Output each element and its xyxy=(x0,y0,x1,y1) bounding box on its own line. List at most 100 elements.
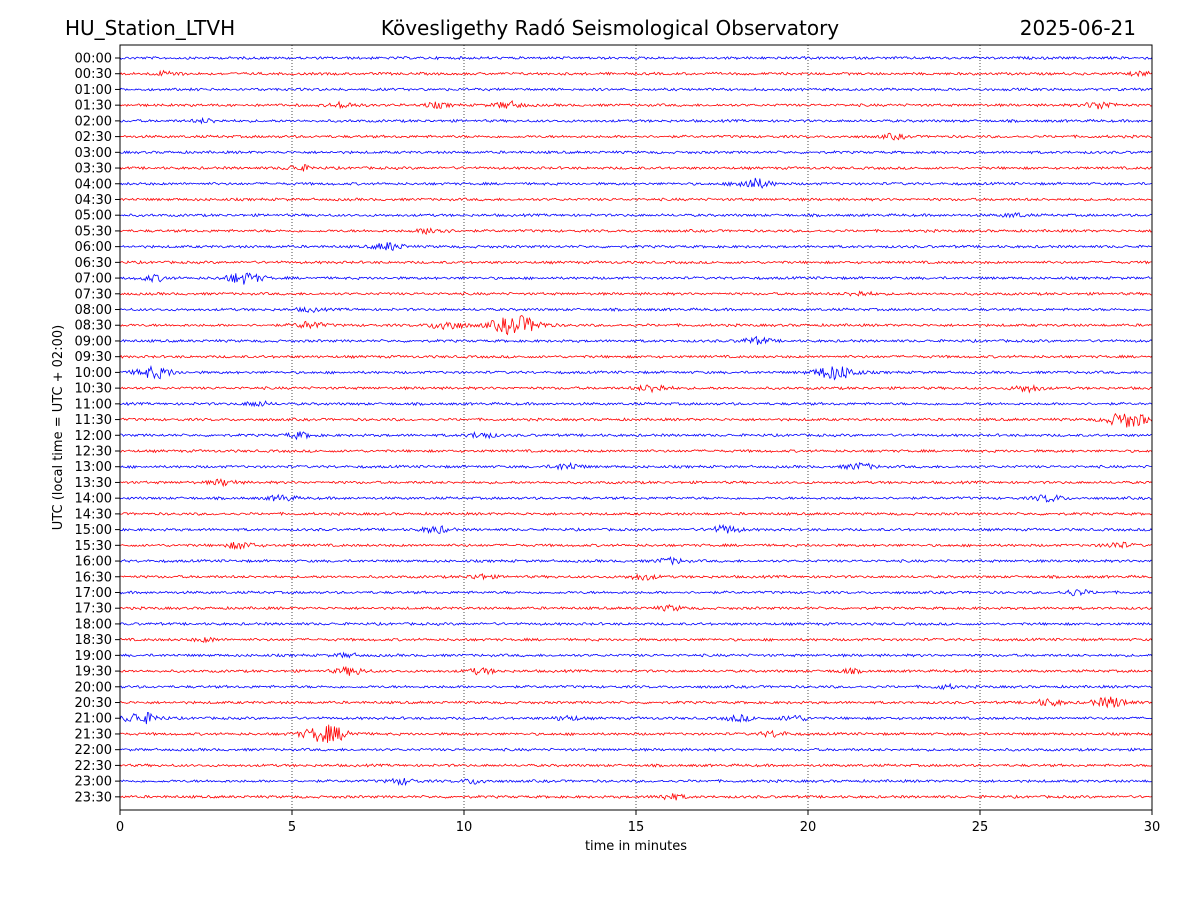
trace-0700 xyxy=(119,272,1153,285)
trace-0900 xyxy=(119,335,1153,345)
trace-0300 xyxy=(119,149,1153,155)
trace-0030 xyxy=(119,69,1153,78)
trace-1130 xyxy=(119,412,1153,428)
y-tick-label: 19:00 xyxy=(75,649,112,664)
x-tick-label: 10 xyxy=(456,820,473,835)
x-tick-label: 30 xyxy=(1144,820,1161,835)
trace-2230 xyxy=(119,763,1153,768)
y-tick-label: 01:30 xyxy=(75,99,112,114)
y-tick-label: 16:30 xyxy=(75,570,112,585)
trace-2100 xyxy=(119,712,1153,725)
trace-1100 xyxy=(119,400,1153,408)
trace-0130 xyxy=(119,99,1153,110)
chart-date: 2025-06-21 xyxy=(1019,16,1136,40)
trace-1730 xyxy=(119,603,1153,612)
trace-1900 xyxy=(119,651,1153,659)
x-tick-label: 25 xyxy=(972,820,989,835)
trace-1400 xyxy=(119,493,1153,503)
trace-1830 xyxy=(119,636,1153,644)
trace-2330 xyxy=(119,793,1153,801)
y-tick-label: 16:00 xyxy=(75,555,112,570)
trace-0330 xyxy=(119,164,1153,172)
trace-0100 xyxy=(119,87,1153,92)
y-axis-ticks: 00:0000:3001:0001:3002:0002:3003:0003:30… xyxy=(75,52,120,805)
trace-2000 xyxy=(119,682,1153,691)
y-tick-label: 14:00 xyxy=(75,492,112,507)
plot-frame xyxy=(119,44,1153,811)
trace-0230 xyxy=(119,132,1153,141)
trace-0000 xyxy=(119,55,1153,61)
trace-0600 xyxy=(119,242,1153,252)
y-tick-label: 23:00 xyxy=(75,775,112,790)
y-tick-label: 04:30 xyxy=(75,193,112,208)
trace-0800 xyxy=(119,306,1153,314)
chart-title: Kövesligethy Radó Seismological Observat… xyxy=(380,16,840,40)
y-tick-label: 22:30 xyxy=(75,759,112,774)
y-tick-label: 17:30 xyxy=(75,602,112,617)
y-tick-label: 20:00 xyxy=(75,680,112,695)
y-tick-label: 22:00 xyxy=(75,743,112,758)
trace-0730 xyxy=(119,290,1153,297)
trace-0500 xyxy=(119,212,1153,219)
y-tick-label: 15:30 xyxy=(75,539,112,554)
y-tick-label: 02:00 xyxy=(75,114,112,129)
trace-1230 xyxy=(119,448,1153,454)
y-tick-label: 18:00 xyxy=(75,617,112,632)
y-axis-label: UTC (local time = UTC + 02:00) xyxy=(51,325,66,530)
y-tick-label: 08:30 xyxy=(75,319,112,334)
y-tick-label: 18:30 xyxy=(75,633,112,648)
y-tick-label: 19:30 xyxy=(75,665,112,680)
y-tick-label: 07:00 xyxy=(75,272,112,287)
seismic-traces xyxy=(119,55,1153,801)
y-tick-label: 05:00 xyxy=(75,209,112,224)
y-tick-label: 13:00 xyxy=(75,460,112,475)
trace-1530 xyxy=(119,541,1153,551)
x-tick-label: 20 xyxy=(800,820,817,835)
x-tick-label: 5 xyxy=(288,820,296,835)
y-tick-label: 21:00 xyxy=(75,712,112,727)
trace-0830 xyxy=(119,315,1153,336)
trace-0930 xyxy=(119,354,1153,359)
trace-2300 xyxy=(119,777,1153,787)
trace-1700 xyxy=(119,589,1153,597)
y-tick-label: 10:30 xyxy=(75,382,112,397)
y-tick-label: 11:00 xyxy=(75,397,112,412)
trace-0630 xyxy=(119,260,1153,265)
y-tick-label: 09:30 xyxy=(75,350,112,365)
y-tick-label: 02:30 xyxy=(75,130,112,145)
trace-0530 xyxy=(119,227,1153,236)
trace-0430 xyxy=(119,197,1153,202)
trace-1800 xyxy=(119,621,1153,627)
y-tick-label: 17:00 xyxy=(75,586,112,601)
y-tick-label: 12:30 xyxy=(75,445,112,460)
trace-1030 xyxy=(119,384,1153,394)
y-tick-label: 21:30 xyxy=(75,727,112,742)
y-tick-label: 23:30 xyxy=(75,790,112,805)
trace-2200 xyxy=(119,747,1153,752)
y-tick-label: 11:30 xyxy=(75,413,112,428)
trace-1430 xyxy=(119,511,1153,516)
y-tick-label: 13:30 xyxy=(75,476,112,491)
trace-1330 xyxy=(119,478,1153,488)
trace-1930 xyxy=(119,665,1153,676)
trace-0400 xyxy=(119,177,1153,189)
x-axis-ticks: 0 5 10 15 20 25 30 xyxy=(116,810,1160,835)
y-tick-label: 07:30 xyxy=(75,287,112,302)
y-tick-label: 15:00 xyxy=(75,523,112,538)
trace-1200 xyxy=(119,430,1153,441)
trace-0200 xyxy=(119,116,1153,125)
y-tick-label: 14:30 xyxy=(75,507,112,522)
trace-2030 xyxy=(119,696,1153,709)
trace-1500 xyxy=(119,524,1153,535)
station-name: HU_Station_LTVH xyxy=(65,16,236,40)
x-tick-label: 15 xyxy=(628,820,645,835)
trace-1630 xyxy=(119,572,1153,581)
y-tick-label: 05:30 xyxy=(75,224,112,239)
trace-2130 xyxy=(119,724,1153,743)
y-tick-label: 09:00 xyxy=(75,334,112,349)
y-tick-label: 10:00 xyxy=(75,366,112,381)
y-tick-label: 06:00 xyxy=(75,240,112,255)
y-tick-label: 04:00 xyxy=(75,177,112,192)
y-tick-label: 00:30 xyxy=(75,67,112,82)
